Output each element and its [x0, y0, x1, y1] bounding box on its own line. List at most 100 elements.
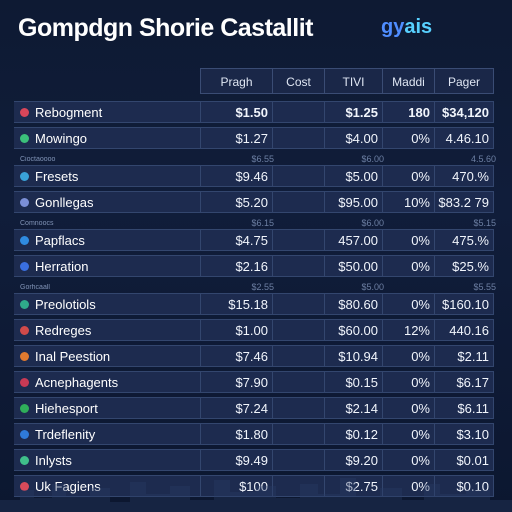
table-cell: 0% [382, 294, 434, 314]
row-label-text: Herration [35, 258, 89, 274]
subrow-cell: $5.00 [361, 282, 384, 292]
table-cell: $9.20 [324, 450, 382, 470]
subrow-cell: 4.5.60 [470, 154, 496, 164]
table-cell: $100 [200, 476, 272, 496]
table-cell: $1.00 [200, 320, 272, 340]
table-cell: 0% [382, 398, 434, 418]
table-cell [272, 166, 324, 186]
table-cell: 0% [382, 230, 434, 250]
table-cell: 0% [382, 346, 434, 366]
price-table: Pragh Cost TIVI Maddi Pager Rebogment $1.… [14, 68, 496, 501]
table-cell: 10% [382, 192, 434, 212]
logo-part-1: gy [381, 16, 405, 38]
row-label: Mowingo [14, 131, 200, 146]
row-label: Uk Fagiens [14, 479, 200, 494]
table-cell [272, 450, 324, 470]
page-title: Gompdgn Shorie Castallit [18, 14, 313, 42]
table-cell: 0% [382, 128, 434, 148]
table-cell [272, 192, 324, 212]
logo-part-2: ais [404, 16, 433, 38]
subrow-label: Gorhcaall [20, 283, 50, 291]
flag-icon [20, 481, 29, 491]
subrow-cell [388, 153, 440, 165]
flag-icon [20, 197, 29, 207]
table-cell [272, 230, 324, 250]
table-cell [272, 476, 324, 496]
table-row[interactable]: Inlysts $9.49 $9.20 0% $0.01 [14, 449, 494, 471]
flag-icon [20, 235, 29, 245]
table-row[interactable]: Mowingo $1.27 $4.00 0% 4.46.10 [14, 127, 494, 149]
table-cell: $1.27 [200, 128, 272, 148]
subrow-cell [388, 217, 440, 229]
table-cell [272, 102, 324, 122]
table-cell [272, 256, 324, 276]
row-label-text: Mowingo [35, 130, 88, 146]
table-cell: 180 [382, 102, 434, 122]
subrow-label: Comnoocs [20, 219, 54, 227]
flag-icon [20, 403, 29, 413]
subrow-cell: $6.00 [361, 218, 384, 228]
table-cell: $1.25 [324, 102, 382, 122]
table-cell: $80.60 [324, 294, 382, 314]
table-cell: 0% [382, 166, 434, 186]
subrow-cell [278, 217, 330, 229]
table-row[interactable]: Acnephagents $7.90 $0.15 0% $6.17 [14, 371, 494, 393]
row-label: Papflacs [14, 233, 200, 248]
row-label-text: Inlysts [35, 452, 72, 468]
column-header[interactable]: Pager [434, 68, 494, 94]
table-body: Rebogment $1.50 $1.25 180 $34,120 Mowingo $1.2… [14, 101, 496, 497]
table-row[interactable]: Gonllegas $5.20 $95.00 10% $83.2 79 [14, 191, 494, 213]
column-header[interactable]: Pragh [200, 68, 272, 94]
table-cell: $2.16 [200, 256, 272, 276]
flag-icon [20, 133, 29, 143]
flag-icon [20, 325, 29, 335]
table-cell: $10.94 [324, 346, 382, 366]
column-header[interactable]: Maddi [382, 68, 434, 94]
brand-logo[interactable]: gyais [381, 16, 432, 39]
table-row[interactable]: Trdeflenity $1.80 $0.12 0% $3.10 [14, 423, 494, 445]
table-cell: $95.00 [324, 192, 382, 212]
table-row[interactable]: Hiehesport $7.24 $2.14 0% $6.11 [14, 397, 494, 419]
table-cell [272, 398, 324, 418]
table-row[interactable]: Papflacs $4.75 457.00 0% 475.% [14, 229, 494, 251]
row-label-text: Uk Fagiens [35, 478, 101, 494]
row-label: Hiehesport [14, 401, 200, 416]
table-cell [272, 320, 324, 340]
table-cell: $4.00 [324, 128, 382, 148]
table-cell: $83.2 79 [434, 192, 494, 212]
row-label: Gonllegas [14, 195, 200, 210]
row-label: Trdeflenity [14, 427, 200, 442]
table-row[interactable]: Herration $2.16 $50.00 0% $25.% [14, 255, 494, 277]
table-cell: 4.46.10 [434, 128, 494, 148]
table-row[interactable]: Redreges $1.00 $60.00 12% 440.16 [14, 319, 494, 341]
row-label: Preolotiols [14, 297, 200, 312]
row-label: Inal Peestion [14, 349, 200, 364]
flag-icon [20, 377, 29, 387]
table-cell: 457.00 [324, 230, 382, 250]
column-header[interactable]: Cost [272, 68, 324, 94]
flag-icon [20, 455, 29, 465]
column-header[interactable]: TIVI [324, 68, 382, 94]
subrow-cell [278, 281, 330, 293]
subrow-cell: $5.55 [473, 282, 496, 292]
table-cell: $60.00 [324, 320, 382, 340]
table-row[interactable]: Fresets $9.46 $5.00 0% 470.% [14, 165, 494, 187]
row-label-text: Inal Peestion [35, 348, 111, 364]
table-cell: $9.49 [200, 450, 272, 470]
table-cell: $0.15 [324, 372, 382, 392]
table-cell [272, 346, 324, 366]
row-label-text: Fresets [35, 168, 79, 184]
table-row[interactable]: Inal Peestion $7.46 $10.94 0% $2.11 [14, 345, 494, 367]
table-cell: $0.10 [434, 476, 494, 496]
table-row[interactable]: Rebogment $1.50 $1.25 180 $34,120 [14, 101, 494, 123]
table-cell: $1.50 [200, 102, 272, 122]
subrow-cell: $6.00 [361, 154, 384, 164]
row-label-text: Hiehesport [35, 400, 98, 416]
table-row[interactable]: Preolotiols $15.18 $80.60 0% $160.10 [14, 293, 494, 315]
table-cell: 440.16 [434, 320, 494, 340]
flag-icon [20, 429, 29, 439]
table-cell: 0% [382, 424, 434, 444]
table-cell: $5.20 [200, 192, 272, 212]
table-cell: 475.% [434, 230, 494, 250]
table-row[interactable]: Uk Fagiens $100 $2.75 0% $0.10 [14, 475, 494, 497]
